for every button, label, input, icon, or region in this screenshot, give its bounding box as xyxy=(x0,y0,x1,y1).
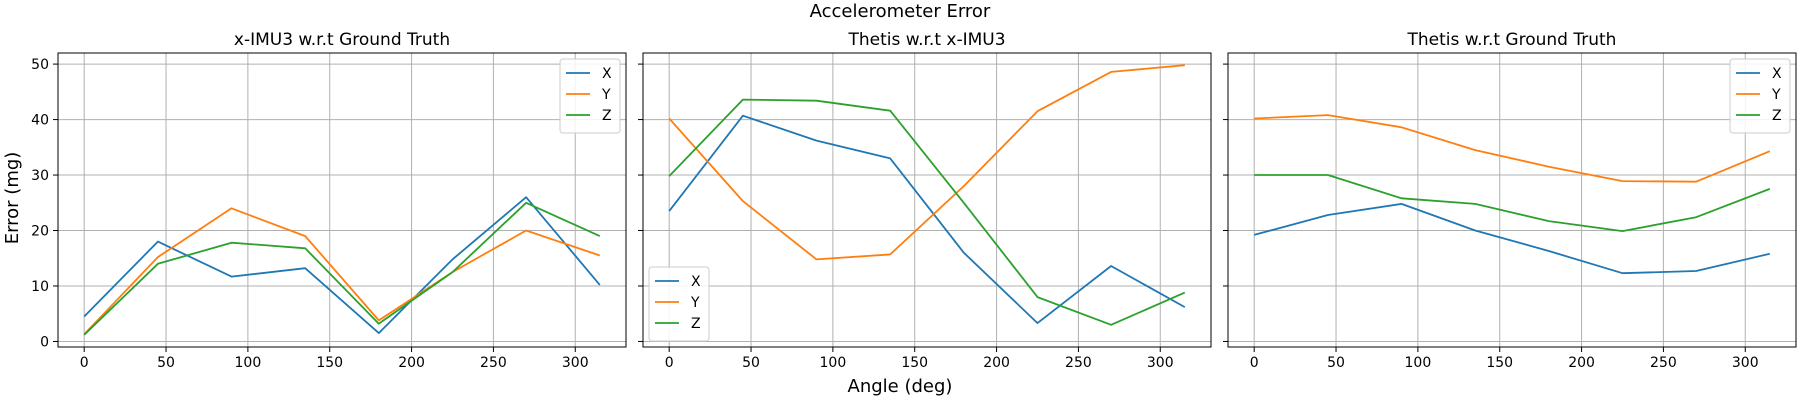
axes-frame xyxy=(642,52,1212,348)
y-tick-label: 10 xyxy=(31,279,49,295)
x-tick-label: 200 xyxy=(983,355,1010,371)
legend-label-z: Z xyxy=(602,108,612,124)
y-tick-label: 50 xyxy=(31,57,49,73)
x-tick-label: 250 xyxy=(1650,355,1677,371)
y-tick-label: 30 xyxy=(31,168,49,184)
series-line-z xyxy=(83,201,601,336)
x-tick-label: 150 xyxy=(316,355,343,371)
x-tick-label: 150 xyxy=(901,355,928,371)
x-tick-label: 100 xyxy=(235,355,262,371)
x-tick-label: 50 xyxy=(1327,355,1345,371)
x-tick-label: 100 xyxy=(820,355,847,371)
legend-label-y: Y xyxy=(601,87,611,103)
x-tick-label: 200 xyxy=(1568,355,1595,371)
series-line-x xyxy=(668,114,1186,325)
x-tick-label: 150 xyxy=(1486,355,1513,371)
chart-panel-2: Thetis w.r.t x-IMU3 0 50 100 150 200 250 300 XYZ xyxy=(638,30,1212,371)
x-tick-label: 300 xyxy=(1732,355,1759,371)
series-line-x xyxy=(83,196,601,335)
figure-title: Accelerometer Error xyxy=(810,1,991,22)
axes-frame xyxy=(57,52,627,348)
y-tick-label: 20 xyxy=(31,224,49,240)
legend-label-x: X xyxy=(1772,66,1782,82)
panel-title: x-IMU3 w.r.t Ground Truth xyxy=(234,30,450,50)
legend: XYZ xyxy=(648,266,710,342)
x-tick-label: 300 xyxy=(1147,355,1174,371)
panel-title: Thetis w.r.t Ground Truth xyxy=(1407,30,1617,50)
legend-label-z: Z xyxy=(1772,108,1782,124)
legend-label-y: Y xyxy=(1771,87,1781,103)
series-line-y xyxy=(668,64,1185,261)
y-tick-label: 40 xyxy=(31,113,49,129)
x-tick-label: 0 xyxy=(80,355,89,371)
y-tick-label: 0 xyxy=(40,334,49,350)
x-tick-label: 250 xyxy=(480,355,507,371)
axes-frame xyxy=(1227,52,1797,348)
legend-label-z: Z xyxy=(691,316,701,332)
chart-panel-3: Thetis w.r.t Ground Truth 0 50 100 150 200 250… xyxy=(1223,30,1797,371)
x-tick-label: 100 xyxy=(1405,355,1432,371)
figure-x-axis-label: Angle (deg) xyxy=(848,376,953,397)
x-tick-label: 0 xyxy=(1250,355,1259,371)
legend-label-x: X xyxy=(602,66,612,82)
series-line-z xyxy=(668,98,1186,326)
x-tick-label: 0 xyxy=(665,355,674,371)
x-tick-label: 200 xyxy=(398,355,425,371)
legend-label-y: Y xyxy=(690,295,700,311)
panel-title: Thetis w.r.t x-IMU3 xyxy=(847,30,1005,50)
x-tick-label: 250 xyxy=(1065,355,1092,371)
legend: XYZ xyxy=(559,58,621,134)
series-line-y xyxy=(83,207,601,335)
x-tick-label: 300 xyxy=(562,355,589,371)
legend-label-x: X xyxy=(691,274,701,290)
legend: XYZ xyxy=(1729,58,1791,134)
series-line-z xyxy=(1254,174,1771,233)
x-tick-label: 50 xyxy=(742,355,760,371)
series-line-x xyxy=(1253,202,1771,275)
series-line-y xyxy=(1254,114,1771,183)
figure-y-axis-label: Error (mg) xyxy=(2,152,23,245)
x-tick-label: 50 xyxy=(157,355,175,371)
